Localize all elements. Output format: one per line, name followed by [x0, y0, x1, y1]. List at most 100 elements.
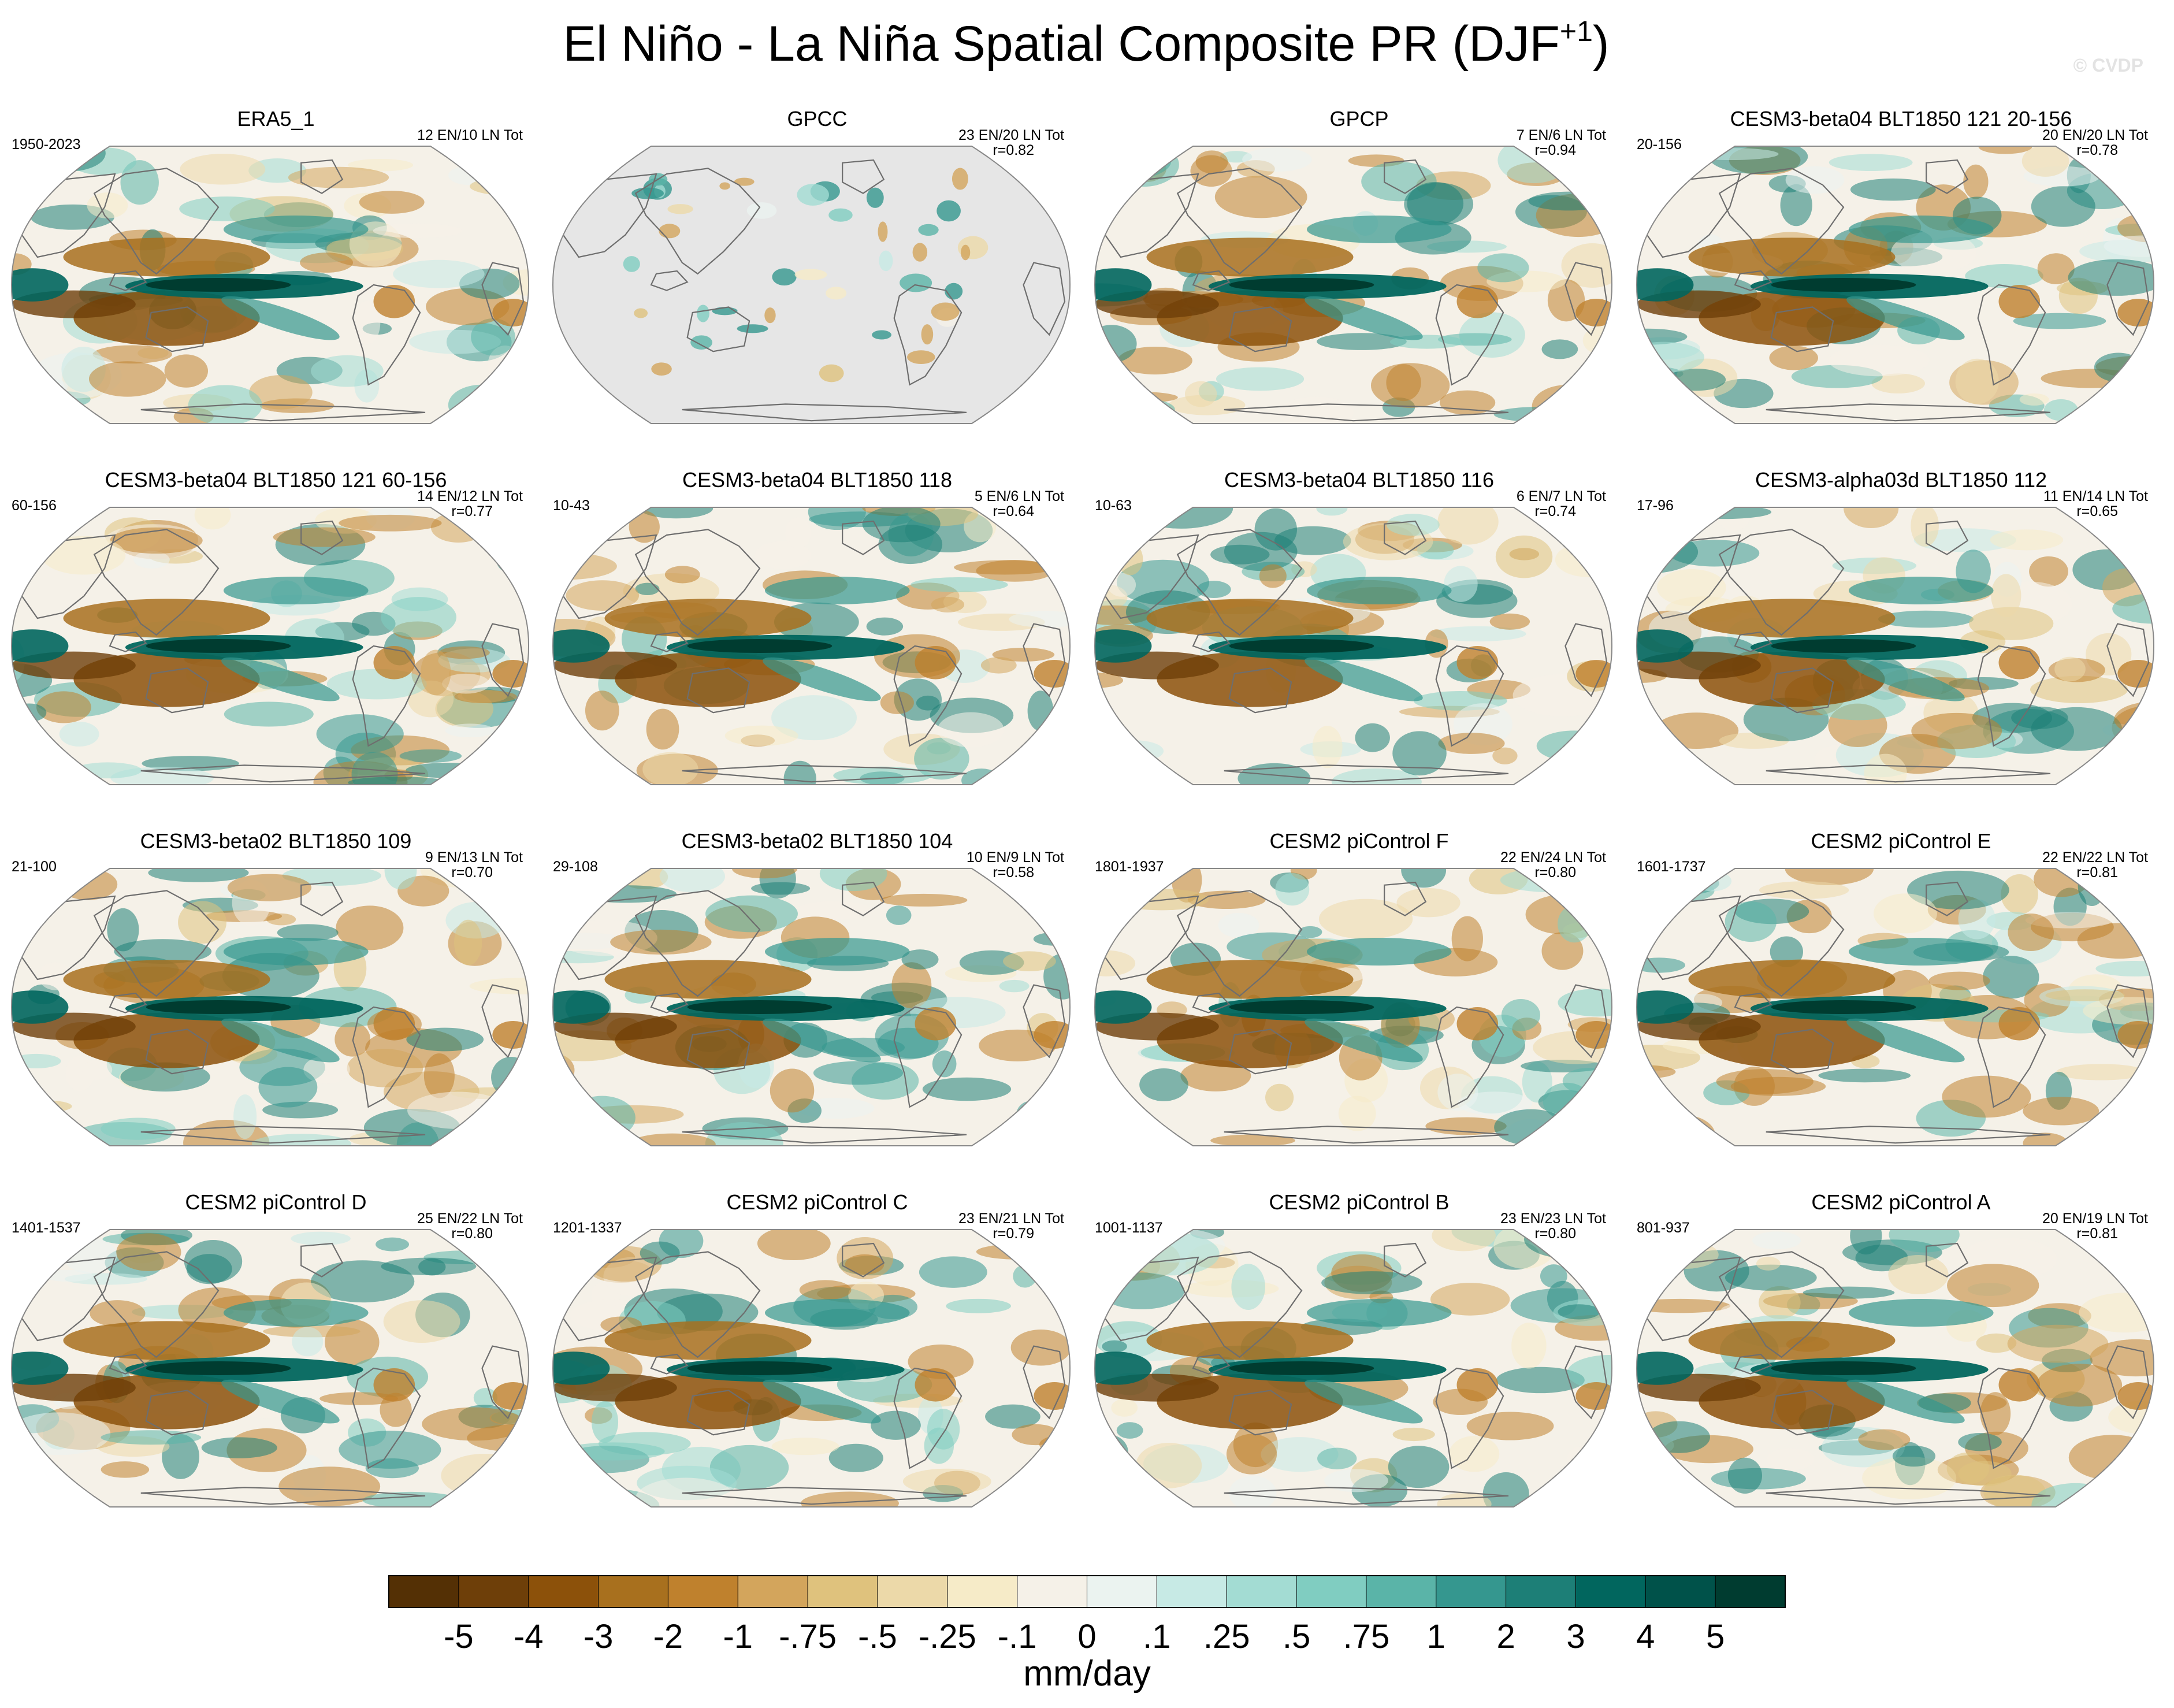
- colorbar-swatch: [388, 1575, 459, 1608]
- colorbar-swatch: [1715, 1575, 1786, 1608]
- panel-years: 29-108: [553, 859, 598, 875]
- map-panel: CESM3-beta04 BLT1850 121 20-156 20-156 20 …: [1636, 107, 2155, 424]
- colorbar-swatch: [1226, 1575, 1298, 1608]
- map-panel: CESM3-beta02 BLT1850 109 21-100 9 EN/13 LN…: [10, 829, 530, 1146]
- precip-field: [1095, 146, 1612, 424]
- map-panel: CESM3-beta02 BLT1850 104 29-108 10 EN/9 LN…: [552, 829, 1071, 1146]
- colorbar-swatch: [947, 1575, 1018, 1608]
- map-panel: CESM2 piControl C 1201-1337 23 EN/21 LN To…: [552, 1190, 1071, 1508]
- panel-years: 1601-1737: [1637, 859, 1706, 875]
- panel-correlation: r=0.77: [451, 503, 493, 519]
- panel-years: 20-156: [1637, 136, 1682, 153]
- colorbar-swatch: [667, 1575, 739, 1608]
- colorbar-tick-label: 2: [1496, 1618, 1515, 1655]
- panel-title: CESM3-beta04 BLT1850 121 60-156: [105, 468, 447, 492]
- colorbar-swatch: [1436, 1575, 1507, 1608]
- panel-years: 1201-1337: [553, 1220, 622, 1236]
- panel-correlation: r=0.64: [993, 503, 1034, 519]
- map-panel: CESM3-beta04 BLT1850 116 10-63 6 EN/7 LN T…: [1094, 468, 1613, 785]
- panel-years: 1001-1137: [1095, 1220, 1163, 1236]
- colorbar-swatch: [807, 1575, 878, 1608]
- panel-title: CESM3-beta04 BLT1850 118: [682, 468, 952, 492]
- colorbar-tick-label: -5: [444, 1618, 474, 1655]
- watermark: © CVDP: [2073, 55, 2143, 76]
- panel-correlation: r=0.81: [2076, 864, 2118, 881]
- map-panel: CESM2 piControl E 1601-1737 22 EN/22 LN To…: [1636, 829, 2155, 1146]
- map-panel: CESM2 piControl A 801-937 20 EN/19 LN Totr…: [1636, 1190, 2155, 1508]
- colorbar: -5 -4 -3 -2 -1 -.75 -.5 -.25 -.1 0 .1 .25 .5 .75 1 2 3 4 5…: [388, 1575, 1786, 1694]
- panel-title: CESM3-beta02 BLT1850 104: [682, 829, 953, 853]
- colorbar-tick-label: -.25: [919, 1618, 976, 1655]
- precip-field: [12, 507, 529, 785]
- panel-event-count: 5 EN/6 LN Tot: [975, 488, 1064, 504]
- panel-correlation: r=0.74: [1534, 503, 1576, 519]
- panel-title: ERA5_1: [237, 107, 314, 131]
- map-panel: CESM2 piControl F 1801-1937 22 EN/24 LN To…: [1094, 829, 1613, 1146]
- panel-event-count: 7 EN/6 LN Tot: [1517, 127, 1606, 143]
- colorbar-swatch: [1506, 1575, 1577, 1608]
- colorbar-tick-label: .1: [1143, 1618, 1170, 1655]
- colorbar-swatch: [1645, 1575, 1716, 1608]
- colorbar-tick-label: -4: [514, 1618, 544, 1655]
- panel-correlation: r=0.81: [2076, 1226, 2118, 1242]
- map-panel: CESM2 piControl D 1401-1537 25 EN/22 LN To…: [10, 1190, 530, 1508]
- precip-field: [553, 507, 1070, 785]
- panel-event-count: 23 EN/21 LN Tot: [958, 1211, 1064, 1227]
- panel-title: CESM2 piControl F: [1269, 829, 1448, 853]
- panel-title: CESM2 piControl C: [726, 1190, 908, 1214]
- panel-title: CESM3-alpha03d BLT1850 112: [1755, 468, 2047, 492]
- panel-years: 10-43: [553, 497, 590, 514]
- colorbar-swatch: [1156, 1575, 1228, 1608]
- colorbar-swatch: [528, 1575, 599, 1608]
- colorbar-tick-label: -.75: [779, 1618, 837, 1655]
- colorbar-tick-label: 5: [1706, 1618, 1725, 1655]
- panel-title: CESM2 piControl B: [1269, 1190, 1449, 1214]
- colorbar-tick-label: -1: [723, 1618, 753, 1655]
- colorbar-tick-label: -2: [653, 1618, 683, 1655]
- colorbar-tick-label: .5: [1283, 1618, 1310, 1655]
- colorbar-tick-label: 0: [1077, 1618, 1096, 1655]
- panel-event-count: 9 EN/13 LN Tot: [425, 849, 523, 866]
- precip-field: [12, 868, 529, 1146]
- precip-field: [1637, 507, 2154, 785]
- panel-years: 801-937: [1637, 1220, 1690, 1236]
- panel-title: CESM3-beta04 BLT1850 121 20-156: [1730, 107, 2072, 131]
- map-panel: CESM3-beta04 BLT1850 118 10-43 5 EN/6 LN T…: [552, 468, 1071, 785]
- panel-title: CESM3-beta02 BLT1850 109: [140, 829, 412, 853]
- colorbar-tick-label: -3: [584, 1618, 614, 1655]
- panel-event-count: 11 EN/14 LN Tot: [2043, 488, 2148, 504]
- precip-field: [1095, 507, 1612, 785]
- panel-years: 21-100: [12, 859, 57, 875]
- colorbar-swatch: [598, 1575, 669, 1608]
- precip-field: [553, 868, 1070, 1146]
- panel-event-count: 25 EN/22 LN Tot: [417, 1211, 523, 1227]
- colorbar-tick-label: 1: [1427, 1618, 1445, 1655]
- precip-field: [1637, 1230, 2154, 1507]
- panel-event-count: 23 EN/23 LN Tot: [1500, 1211, 1606, 1227]
- panel-correlation: r=0.65: [2076, 503, 2118, 519]
- precip-field: [12, 1230, 529, 1507]
- panel-title: CESM2 piControl E: [1811, 829, 1991, 853]
- colorbar-tick-label: -.5: [858, 1618, 897, 1655]
- panel-years: 1801-1937: [1095, 859, 1164, 875]
- panel-correlation: r=0.82: [993, 142, 1034, 158]
- colorbar-swatch: [877, 1575, 948, 1608]
- figure-title: El Niño - La Niña Spatial Composite PR (…: [563, 15, 1609, 72]
- panel-correlation: r=0.80: [451, 1226, 493, 1242]
- panel-event-count: 14 EN/12 LN Tot: [417, 488, 523, 504]
- panel-event-count: 23 EN/20 LN Tot: [958, 127, 1064, 143]
- panel-years: 1401-1537: [12, 1220, 81, 1236]
- panel-title: CESM2 piControl D: [185, 1190, 366, 1214]
- map-panel: ERA5_1 1950-2023 12 EN/10 LN Tot: [10, 107, 530, 424]
- colorbar-swatch: [1087, 1575, 1158, 1608]
- precip-field: [553, 1230, 1070, 1507]
- map-panel: CESM3-beta04 BLT1850 121 60-156 60-156 14 …: [10, 468, 530, 785]
- panel-event-count: 6 EN/7 LN Tot: [1517, 488, 1606, 504]
- panel-event-count: 20 EN/20 LN Tot: [2042, 127, 2148, 143]
- panel-correlation: r=0.80: [1534, 864, 1576, 881]
- precip-field: [553, 146, 1070, 424]
- colorbar-tick-label: 4: [1636, 1618, 1655, 1655]
